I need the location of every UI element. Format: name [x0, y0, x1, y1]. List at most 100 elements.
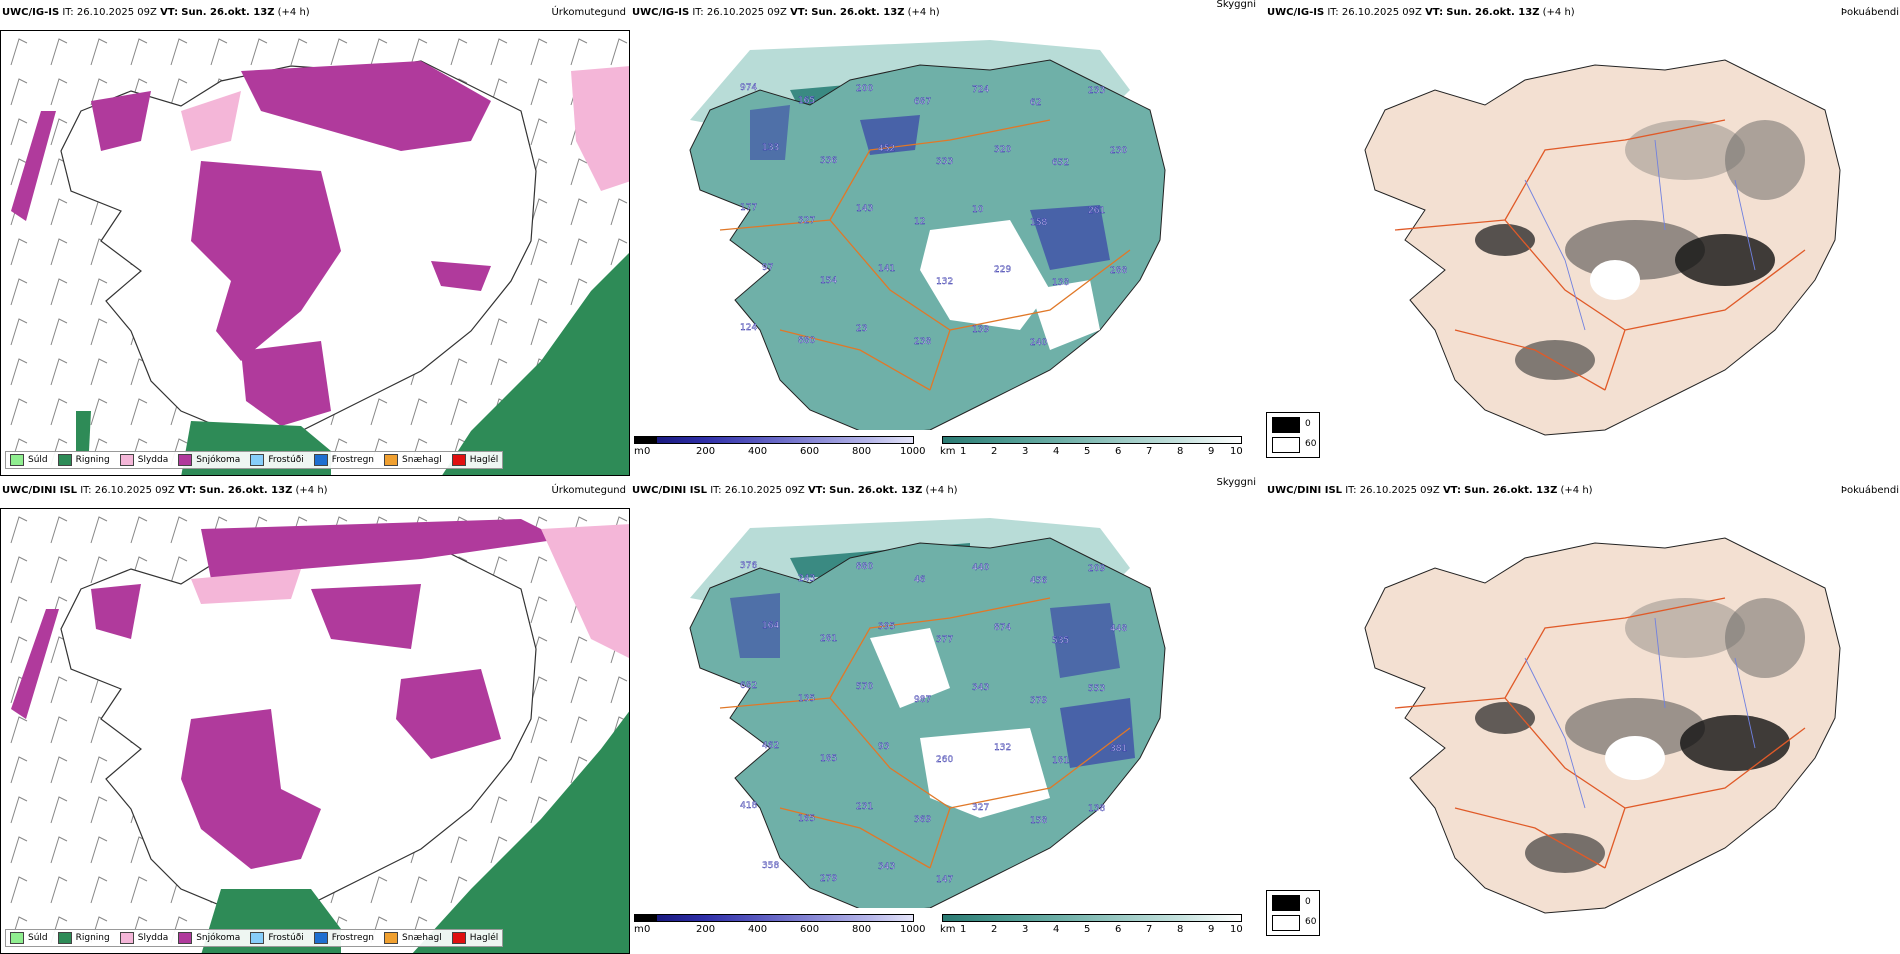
cloud-base-value: 381 — [1110, 744, 1127, 754]
vt-value: Sun. 26.okt. 13Z — [1446, 7, 1540, 18]
legend-item-frostregn: Frostregn — [313, 454, 374, 466]
visibility-colorbar — [942, 436, 1242, 444]
snow-area — [241, 341, 331, 426]
legend-swatch — [57, 454, 72, 466]
fog-map — [1265, 30, 1895, 450]
panel-header: UWC/IG-IS IT: 26.10.2025 09Z VT: Sun. 26… — [630, 0, 1260, 26]
fog-legend-top-value: 0 — [1305, 897, 1311, 907]
vt-label: VT: — [790, 7, 809, 18]
vt-label: VT: — [1425, 7, 1444, 18]
fog-patch — [1625, 598, 1745, 658]
legend-label: Slydda — [137, 933, 169, 943]
precip-type-map: Súld Rigning Slydda Snjókoma Frostúði Fr… — [0, 508, 630, 954]
vt-label: VT: — [160, 7, 179, 18]
cloud-base-value: 570 — [856, 682, 873, 692]
cloud-base-tick: 200 — [696, 924, 716, 935]
visibility-tick: 9 — [1208, 924, 1215, 935]
visibility-unit: km — [940, 924, 956, 935]
cloud-base-colorbar — [634, 436, 914, 444]
legend-swatch — [57, 932, 72, 944]
lead-time: (+4 h) — [1560, 485, 1593, 496]
cloud-base-tick: 600 — [800, 446, 820, 457]
legend-swatch — [10, 454, 24, 466]
snow-area — [191, 161, 341, 361]
panel-caption: UWC/IG-IS IT: 26.10.2025 09Z VT: Sun. 26… — [2, 0, 310, 26]
legend-swatch — [119, 932, 134, 944]
lead-time: (+4 h) — [295, 485, 328, 496]
legend-item-frostudi: Frostúði — [250, 932, 304, 944]
cloud-base-value: 200 — [856, 84, 873, 94]
panel-cloud-row2: UWC/DINI ISL IT: 26.10.2025 09Z VT: Sun.… — [630, 477, 1260, 948]
it-label: IT: — [1327, 7, 1339, 18]
fog-patch — [1725, 120, 1805, 200]
fog-clear — [1605, 736, 1665, 780]
legend-label: Snjókoma — [196, 455, 241, 465]
legend-item-frostudi: Frostúði — [250, 454, 304, 466]
sleet-area — [571, 66, 629, 191]
panel-fog-row2: UWC/DINI ISL IT: 26.10.2025 09Z VT: Sun.… — [1265, 478, 1899, 948]
rivers — [1524, 139, 1756, 331]
legend-item-sudl: Súld — [10, 932, 48, 944]
panel-title: Úrkomutegund — [551, 7, 626, 18]
cloud-base-value: 535 — [1052, 636, 1069, 646]
visibility-tick: 10 — [1230, 446, 1243, 457]
precip-map-svg — [1, 31, 629, 475]
cloud-base-tick: 1000 — [900, 446, 926, 457]
legend-item-rigning: Rigning — [57, 454, 110, 466]
fog-legend-row1: 0 60 — [1266, 412, 1320, 458]
legend-swatch — [10, 932, 24, 944]
panel-title: Þokuábendi — [1840, 7, 1899, 18]
legend-label: Haglél — [469, 933, 499, 943]
panel-caption: UWC/IG-IS IT: 26.10.2025 09Z VT: Sun. 26… — [1267, 0, 1575, 26]
cloud-base-value: 185 — [820, 754, 837, 764]
visibility-tick: 4 — [1053, 446, 1060, 457]
model-name: UWC/IG-IS — [2, 7, 60, 18]
cloud-base-value: 724 — [972, 85, 989, 95]
legend-label: Frostregn — [331, 933, 375, 943]
fog-legend-light — [1272, 437, 1300, 453]
visibility-clear — [870, 628, 950, 708]
cloud-base-value: 333 — [936, 157, 953, 167]
cloud-base-value: 143 — [856, 204, 873, 214]
precip-type-legend: Súld Rigning Slydda Snjókoma Frostúði Fr… — [5, 929, 504, 947]
panel-header: UWC/DINI ISL IT: 26.10.2025 09Z VT: Sun.… — [1265, 478, 1899, 504]
vt-label: VT: — [1442, 485, 1461, 496]
vt-value: Sun. 26.okt. 13Z — [1464, 485, 1558, 496]
cloud-base-value: 135 — [798, 694, 815, 704]
cloud-base-tick: 1000 — [900, 924, 926, 935]
fog-legend-light — [1272, 915, 1300, 931]
cloud-base-value: 133 — [762, 143, 779, 153]
snow-area — [396, 669, 501, 759]
panel-title: Skyggni — [1216, 477, 1256, 488]
cloud-base-value: 377 — [936, 635, 953, 645]
legend-label: Haglél — [469, 455, 499, 465]
cloud-map: 974 165 200 687 724 62 233 133 336 452 333 320 652 23… — [630, 30, 1260, 430]
cloud-map: 376 243 880 46 440 456 209 164 281 395 377 874 535 44… — [630, 508, 1260, 908]
cloud-base-value: 358 — [762, 861, 779, 871]
cloud-base-value: 682 — [740, 681, 757, 691]
panel-header: UWC/DINI ISL IT: 26.10.2025 09Z VT: Sun.… — [630, 477, 1260, 504]
fog-patch — [1475, 702, 1535, 734]
cloud-base-value: 395 — [878, 622, 895, 632]
visibility-unit: km — [940, 446, 956, 457]
it-value: 26.10.2025 09Z — [1359, 485, 1440, 496]
fog-legend-bottom-value: 60 — [1305, 917, 1317, 927]
visibility-tick: 8 — [1177, 924, 1184, 935]
low-cloud — [1050, 603, 1120, 678]
visibility-tick: 5 — [1084, 924, 1091, 935]
cloud-base-value: 209 — [1088, 564, 1105, 574]
visibility-tick: 3 — [1022, 446, 1029, 457]
fog-legend-row2: 0 60 — [1266, 890, 1320, 936]
cloud-base-colorbar — [634, 914, 914, 922]
legend-item-rigning: Rigning — [57, 932, 110, 944]
cloud-base-value: 452 — [878, 144, 895, 154]
rain-area — [412, 711, 629, 953]
it-value: 26.10.2025 09Z — [94, 485, 175, 496]
it-value: 26.10.2025 09Z — [706, 7, 787, 18]
panel-caption: UWC/DINI ISL IT: 26.10.2025 09Z VT: Sun.… — [2, 478, 328, 504]
cloud-map-svg: 376 243 880 46 440 456 209 164 281 395 377 874 535 44… — [630, 508, 1260, 908]
cloud-base-value: 177 — [740, 203, 757, 213]
roads — [719, 119, 1131, 391]
fog-legend-top-value: 0 — [1305, 419, 1311, 429]
visibility-tick: 9 — [1208, 446, 1215, 457]
